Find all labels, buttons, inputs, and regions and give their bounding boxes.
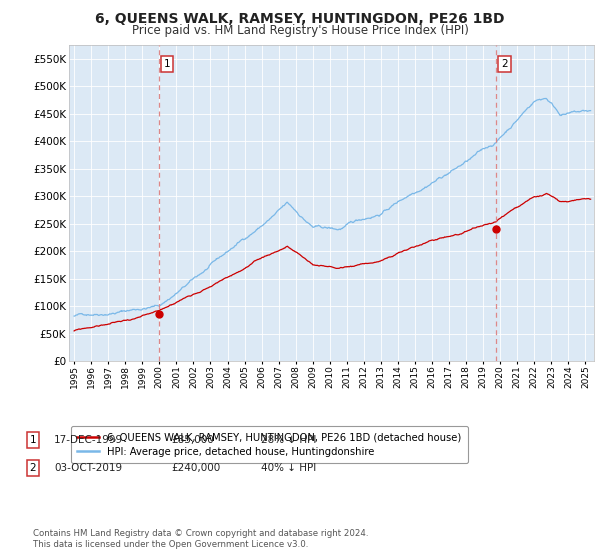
Text: 03-OCT-2019: 03-OCT-2019 bbox=[54, 463, 122, 473]
Text: Price paid vs. HM Land Registry's House Price Index (HPI): Price paid vs. HM Land Registry's House … bbox=[131, 24, 469, 37]
Text: 2: 2 bbox=[501, 59, 508, 69]
Text: Contains HM Land Registry data © Crown copyright and database right 2024.
This d: Contains HM Land Registry data © Crown c… bbox=[33, 529, 368, 549]
Text: 6, QUEENS WALK, RAMSEY, HUNTINGDON, PE26 1BD: 6, QUEENS WALK, RAMSEY, HUNTINGDON, PE26… bbox=[95, 12, 505, 26]
Text: 1: 1 bbox=[29, 435, 37, 445]
Legend: 6, QUEENS WALK, RAMSEY, HUNTINGDON, PE26 1BD (detached house), HPI: Average pric: 6, QUEENS WALK, RAMSEY, HUNTINGDON, PE26… bbox=[71, 426, 467, 463]
Text: £240,000: £240,000 bbox=[171, 463, 220, 473]
Text: 2: 2 bbox=[29, 463, 37, 473]
Text: 17-DEC-1999: 17-DEC-1999 bbox=[54, 435, 123, 445]
Text: £85,000: £85,000 bbox=[171, 435, 214, 445]
Text: 1: 1 bbox=[164, 59, 170, 69]
Text: 28% ↓ HPI: 28% ↓ HPI bbox=[261, 435, 316, 445]
Text: 40% ↓ HPI: 40% ↓ HPI bbox=[261, 463, 316, 473]
